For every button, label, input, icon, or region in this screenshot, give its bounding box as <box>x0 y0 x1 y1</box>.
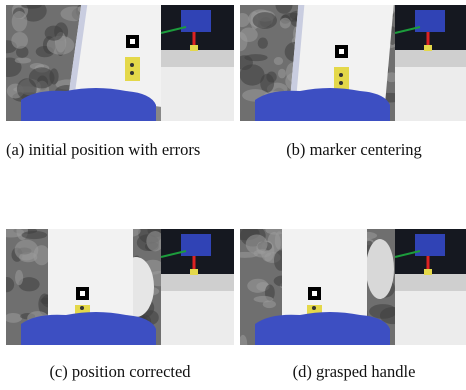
caption-text: position corrected <box>72 362 191 381</box>
texture <box>11 32 28 49</box>
texture <box>369 304 397 319</box>
caption-text: grasped handle <box>316 362 415 381</box>
gray-area <box>161 291 234 345</box>
robot-tag <box>190 45 198 51</box>
texture <box>274 57 283 65</box>
handle-bolt <box>339 73 343 77</box>
blue-blob <box>255 88 390 121</box>
subfigure: (d) grasped handle <box>240 229 466 383</box>
robot-tag <box>424 45 432 51</box>
handle-bolt <box>339 81 343 85</box>
texture <box>15 57 31 63</box>
texture <box>266 71 276 82</box>
handle <box>125 57 140 81</box>
marker-inner <box>130 39 135 44</box>
handle-bolt <box>130 63 134 67</box>
subfigure: (c) position corrected <box>6 229 234 383</box>
caption-text: marker centering <box>310 140 422 159</box>
handle <box>334 67 349 91</box>
screenshot <box>240 229 466 345</box>
screenshot <box>6 5 234 121</box>
gray-area <box>161 67 234 121</box>
handle-bolt <box>130 71 134 75</box>
texture <box>49 68 58 84</box>
screenshot <box>6 229 234 345</box>
blue-blob <box>21 88 156 121</box>
texture <box>240 64 265 85</box>
texture <box>258 38 268 49</box>
texture <box>278 69 286 79</box>
texture <box>22 231 48 239</box>
caption: (a) initial position with errors <box>6 139 234 161</box>
texture <box>280 18 291 29</box>
robot-body <box>415 10 445 32</box>
texture <box>12 11 28 32</box>
robot-tag <box>424 269 432 275</box>
blue-blob <box>255 312 390 345</box>
caption-label: (d) <box>293 362 312 381</box>
texture <box>253 12 277 29</box>
caption-label: (b) <box>286 140 305 159</box>
gray-area <box>395 291 466 345</box>
caption-label: (c) <box>49 362 67 381</box>
subfigure: (a) initial position with errors <box>6 5 234 161</box>
bright-rock <box>366 239 394 299</box>
marker-inner <box>339 49 344 54</box>
texture <box>254 296 274 303</box>
subfigure: (b) marker centering <box>240 5 466 161</box>
robot-body <box>415 234 445 256</box>
gray-area <box>395 67 466 121</box>
marker-inner <box>80 291 85 296</box>
figure: (a) initial position with errors (b) mar… <box>0 0 466 390</box>
texture <box>45 26 63 41</box>
marker-inner <box>312 291 317 296</box>
handle-bolt <box>312 306 316 310</box>
handle-bolt <box>80 306 84 310</box>
texture <box>15 270 23 285</box>
texture <box>253 249 271 257</box>
robot-tag <box>190 269 198 275</box>
caption: (d) grasped handle <box>240 361 466 383</box>
caption: (b) marker centering <box>240 139 466 161</box>
robot-body <box>181 234 211 256</box>
caption: (c) position corrected <box>6 361 234 383</box>
caption-text: initial position with errors <box>28 140 200 159</box>
blue-blob <box>21 312 156 345</box>
screenshot <box>240 5 466 121</box>
robot-body <box>181 10 211 32</box>
caption-label: (a) <box>6 140 24 159</box>
texture <box>15 240 39 261</box>
